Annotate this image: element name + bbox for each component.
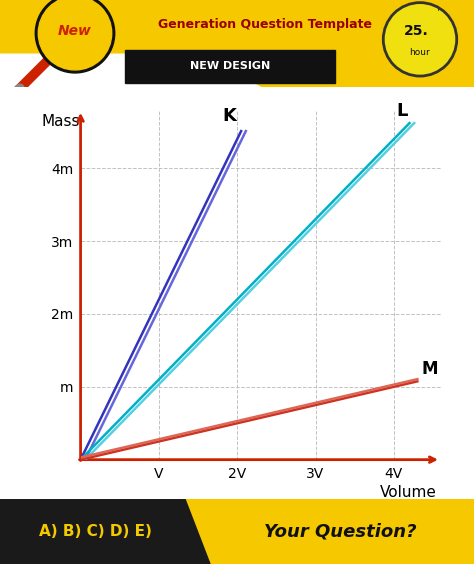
Text: L: L [396,102,407,120]
Bar [125,50,335,83]
Text: Mass: Mass [41,113,80,129]
Text: New: New [58,24,92,38]
Text: hour: hour [410,48,430,57]
Circle shape [35,0,115,73]
Polygon shape [0,499,210,564]
Text: K: K [222,107,237,125]
Circle shape [383,3,457,76]
Text: A) B) C) D) E): A) B) C) D) E) [38,524,151,539]
Text: ': ' [437,7,440,17]
Text: NEW DESIGN: NEW DESIGN [190,61,270,72]
Text: Generation Question Template: Generation Question Template [158,18,372,31]
Text: M: M [421,360,438,378]
Polygon shape [0,54,261,87]
Text: Your Question?: Your Question? [264,523,416,540]
Text: Volume: Volume [380,485,437,500]
Circle shape [38,0,112,70]
Text: 25.: 25. [404,24,428,38]
